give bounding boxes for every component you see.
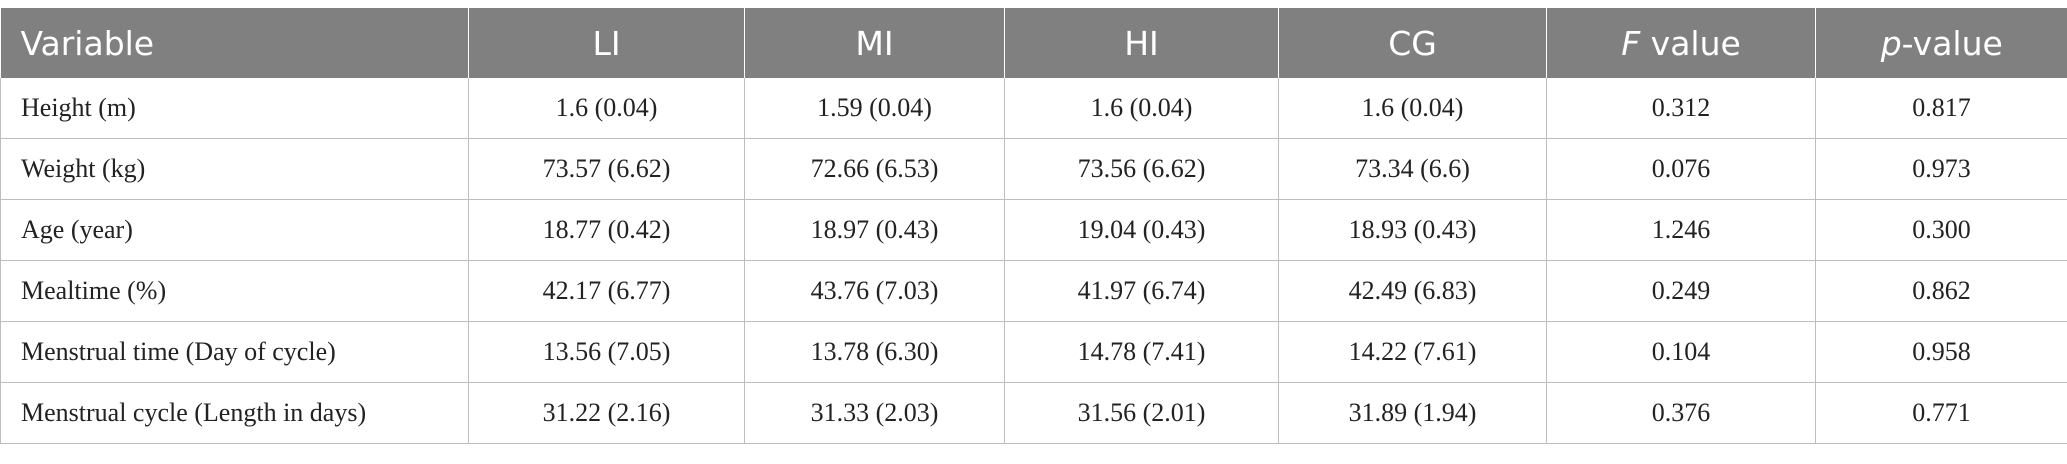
table-row: Menstrual cycle (Length in days) 31.22 (…: [0, 382, 2067, 444]
cell-f-value: 1.246: [1546, 199, 1816, 261]
cell-mi: 18.97 (0.43): [744, 199, 1005, 261]
header-row: Variable LI MI HI CG F value p-value: [0, 8, 2067, 78]
cell-f-value: 0.249: [1546, 260, 1816, 322]
cell-hi: 14.78 (7.41): [1004, 321, 1279, 383]
cell-hi: 19.04 (0.43): [1004, 199, 1279, 261]
cell-f-value: 0.104: [1546, 321, 1816, 383]
cell-cg: 73.34 (6.6): [1278, 138, 1547, 200]
cell-variable: Mealtime (%): [0, 260, 469, 322]
cell-f-value: 0.076: [1546, 138, 1816, 200]
cell-hi: 41.97 (6.74): [1004, 260, 1279, 322]
cell-variable: Menstrual cycle (Length in days): [0, 382, 469, 444]
cell-li: 31.22 (2.16): [468, 382, 745, 444]
cell-p-value: 0.771: [1815, 382, 2067, 444]
cell-p-value: 0.300: [1815, 199, 2067, 261]
data-table: Variable LI MI HI CG F value p-value Hei…: [0, 8, 2067, 444]
cell-li: 18.77 (0.42): [468, 199, 745, 261]
cell-li: 73.57 (6.62): [468, 138, 745, 200]
cell-cg: 31.89 (1.94): [1278, 382, 1547, 444]
cell-li: 1.6 (0.04): [468, 78, 745, 139]
cell-cg: 18.93 (0.43): [1278, 199, 1547, 261]
cell-cg: 1.6 (0.04): [1278, 78, 1547, 139]
table-row: Height (m) 1.6 (0.04) 1.59 (0.04) 1.6 (0…: [0, 78, 2067, 139]
cell-hi: 1.6 (0.04): [1004, 78, 1279, 139]
header-variable: Variable: [0, 8, 469, 78]
data-table-container: Variable LI MI HI CG F value p-value Hei…: [0, 8, 2067, 444]
cell-mi: 1.59 (0.04): [744, 78, 1005, 139]
cell-variable: Menstrual time (Day of cycle): [0, 321, 469, 383]
cell-variable: Weight (kg): [0, 138, 469, 200]
cell-p-value: 0.862: [1815, 260, 2067, 322]
table-header: Variable LI MI HI CG F value p-value: [0, 8, 2067, 78]
cell-mi: 13.78 (6.30): [744, 321, 1005, 383]
table-row: Mealtime (%) 42.17 (6.77) 43.76 (7.03) 4…: [0, 260, 2067, 322]
cell-mi: 72.66 (6.53): [744, 138, 1005, 200]
cell-mi: 43.76 (7.03): [744, 260, 1005, 322]
cell-variable: Height (m): [0, 78, 469, 139]
table-row: Weight (kg) 73.57 (6.62) 72.66 (6.53) 73…: [0, 138, 2067, 200]
header-f-value: F value: [1546, 8, 1816, 78]
cell-hi: 31.56 (2.01): [1004, 382, 1279, 444]
table-body: Height (m) 1.6 (0.04) 1.59 (0.04) 1.6 (0…: [0, 78, 2067, 444]
cell-hi: 73.56 (6.62): [1004, 138, 1279, 200]
header-hi: HI: [1004, 8, 1279, 78]
cell-li: 42.17 (6.77): [468, 260, 745, 322]
cell-mi: 31.33 (2.03): [744, 382, 1005, 444]
table-row: Age (year) 18.77 (0.42) 18.97 (0.43) 19.…: [0, 199, 2067, 261]
cell-p-value: 0.817: [1815, 78, 2067, 139]
cell-variable: Age (year): [0, 199, 469, 261]
header-cg: CG: [1278, 8, 1547, 78]
cell-cg: 14.22 (7.61): [1278, 321, 1547, 383]
cell-f-value: 0.376: [1546, 382, 1816, 444]
cell-cg: 42.49 (6.83): [1278, 260, 1547, 322]
header-li: LI: [468, 8, 745, 78]
header-p-value: p-value: [1815, 8, 2067, 78]
table-row: Menstrual time (Day of cycle) 13.56 (7.0…: [0, 321, 2067, 383]
cell-p-value: 0.973: [1815, 138, 2067, 200]
cell-f-value: 0.312: [1546, 78, 1816, 139]
cell-li: 13.56 (7.05): [468, 321, 745, 383]
header-mi: MI: [744, 8, 1005, 78]
cell-p-value: 0.958: [1815, 321, 2067, 383]
